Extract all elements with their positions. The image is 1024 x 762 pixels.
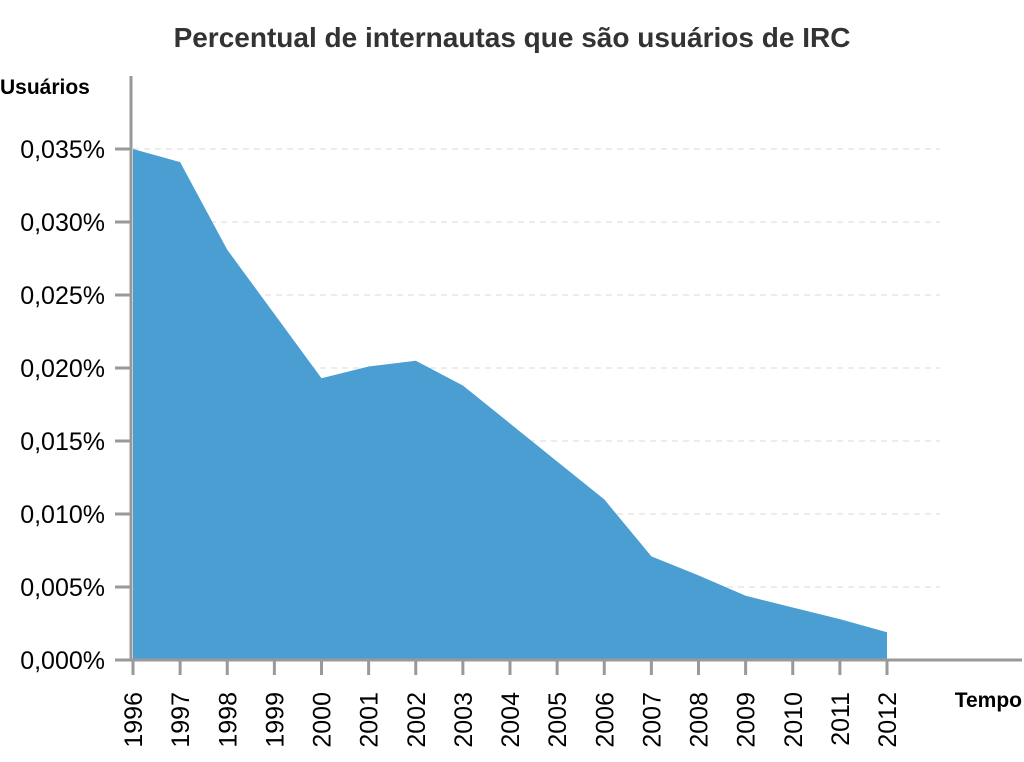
x-tick-label: 1999 xyxy=(261,692,289,748)
x-tick-label: 2011 xyxy=(827,692,855,746)
x-tick-label: 2006 xyxy=(591,692,619,748)
x-tick-label: 2007 xyxy=(638,692,666,748)
x-tick-label: 2009 xyxy=(733,692,761,748)
y-tick-label: 0,015% xyxy=(20,428,105,456)
x-tick-label: 2008 xyxy=(686,692,714,748)
y-tick-label: 0,000% xyxy=(20,647,105,675)
y-tick-label: 0,030% xyxy=(20,209,105,237)
x-tick-label: 2012 xyxy=(874,692,902,748)
y-tick-label: 0,010% xyxy=(20,501,105,529)
x-tick-label: 1997 xyxy=(167,692,195,748)
x-tick-label: 2002 xyxy=(403,692,431,748)
y-axis-label: Usuários xyxy=(0,76,90,99)
y-tick-label: 0,020% xyxy=(20,355,105,383)
x-tick-label: 2004 xyxy=(497,692,525,748)
chart-title: Percentual de internautas que são usuári… xyxy=(174,22,851,53)
area-series xyxy=(133,149,887,660)
y-tick-label: 0,025% xyxy=(20,282,105,310)
y-axis-ticks: 0,000% 0,005% 0,010% 0,015% 0,020% 0,025% 0,03… xyxy=(20,136,131,675)
y-tick-label: 0,005% xyxy=(20,574,105,602)
x-tick-label: 2010 xyxy=(780,692,808,748)
x-tick-label: 2000 xyxy=(309,692,337,748)
x-axis-label: Tempo xyxy=(955,689,1022,712)
x-tick-label: 2005 xyxy=(544,692,572,748)
x-tick-label: 1998 xyxy=(214,692,242,748)
x-axis-ticks: 1996 1997 1998 1999 2000 2001 2002 2003 2004 2005… xyxy=(120,660,902,748)
x-tick-label: 2003 xyxy=(450,692,478,748)
x-tick-label: 2001 xyxy=(356,692,384,748)
y-tick-label: 0,035% xyxy=(20,136,105,164)
x-tick-label: 1996 xyxy=(120,692,148,748)
